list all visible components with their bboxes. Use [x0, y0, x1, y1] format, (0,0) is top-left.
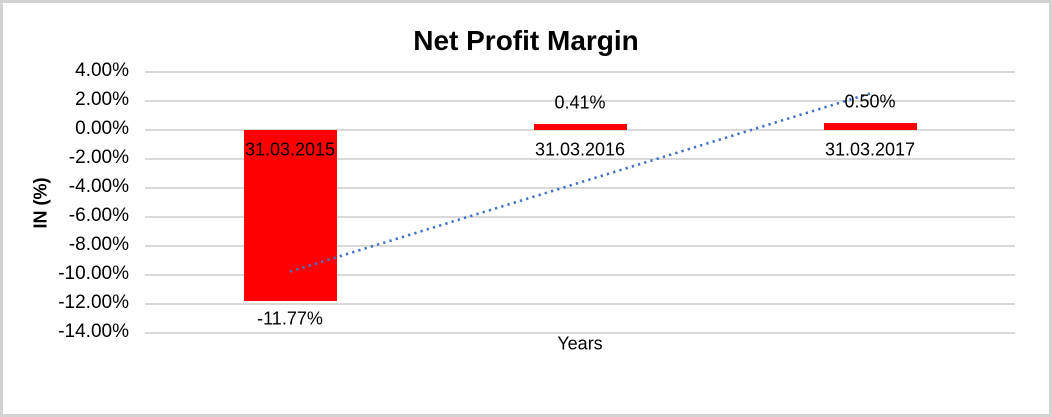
gridline — [145, 332, 1015, 334]
y-tick-label: -2.00% — [68, 147, 129, 169]
y-tick-label: -8.00% — [68, 234, 129, 256]
gridline — [145, 71, 1015, 73]
category-label: 31.03.2016 — [534, 139, 626, 160]
category-label: 31.03.2015 — [244, 139, 336, 160]
y-tick-label: -4.00% — [68, 176, 129, 198]
x-axis-title: Years — [557, 333, 603, 354]
bar-data-label: -11.77% — [257, 308, 323, 329]
bar-data-label: 0.41% — [554, 92, 606, 113]
bar-data-label: 0.50% — [844, 91, 896, 112]
chart-title: Net Profit Margin — [413, 25, 639, 56]
y-tick-label: 0.00% — [75, 118, 129, 140]
gridline — [145, 303, 1015, 305]
y-tick-label: 4.00% — [75, 60, 129, 82]
y-tick-label: -6.00% — [68, 205, 129, 227]
gridline — [145, 274, 1015, 276]
y-tick-label: 2.00% — [75, 89, 129, 111]
y-tick-label: -14.00% — [58, 321, 129, 343]
y-tick-label: -12.00% — [58, 292, 129, 314]
y-tick-label: -10.00% — [58, 263, 129, 285]
category-label: 31.03.2017 — [824, 139, 916, 160]
labels-layer: 4.00% 2.00% 0.00% -2.00% -4.00% -6.00% -8.00% -… — [3, 3, 1049, 414]
